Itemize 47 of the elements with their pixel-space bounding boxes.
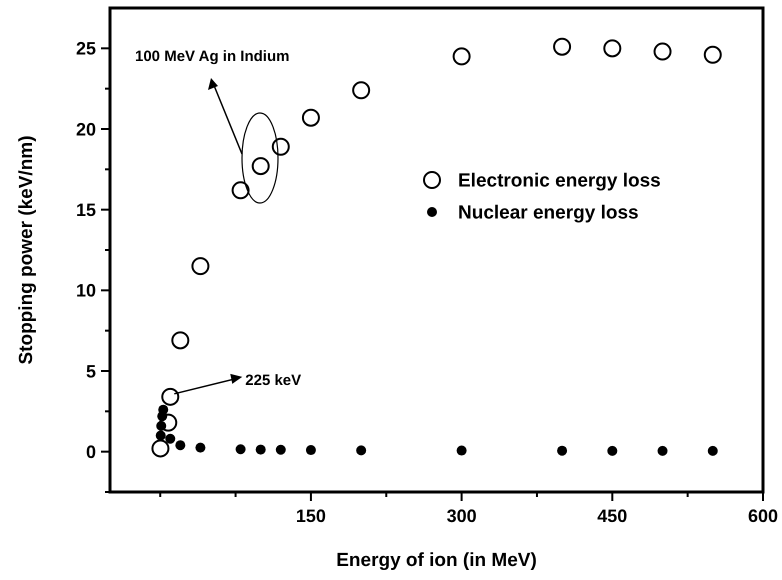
y-tick-label: 20 [76, 119, 96, 140]
x-tick-label: 450 [597, 506, 628, 526]
point [276, 444, 286, 455]
point [272, 138, 290, 156]
x-tick-label: 300 [446, 506, 477, 526]
point [252, 157, 270, 176]
point [156, 420, 166, 431]
point [553, 38, 572, 56]
annotation: 100 MeV Ag in Indium [135, 48, 290, 65]
point [302, 108, 320, 127]
point [456, 446, 467, 456]
y-tick-label: 5 [86, 361, 96, 382]
y-axis-title: Stopping power (keV/nm) [16, 135, 37, 365]
point [191, 257, 210, 276]
point [658, 446, 668, 456]
point [159, 414, 178, 432]
point [654, 42, 672, 61]
x-axis-title: Energy of ion (in MeV) [336, 550, 537, 571]
point [603, 39, 622, 58]
point [161, 388, 180, 406]
point [708, 446, 718, 456]
point [607, 446, 618, 456]
point [256, 444, 266, 455]
point [171, 331, 190, 350]
point [557, 446, 568, 456]
point [352, 81, 370, 100]
point [306, 445, 316, 456]
y-tick-label: 25 [76, 38, 96, 59]
legend-label: Nuclear energy loss [458, 202, 639, 224]
point [232, 181, 250, 200]
annotation: 225 keV [245, 372, 302, 389]
x-tick-label: 150 [296, 506, 326, 526]
y-tick-label: 0 [86, 442, 96, 462]
point [165, 434, 176, 444]
point [175, 440, 186, 450]
point [158, 404, 168, 415]
legend-label: Electronic energy loss [458, 170, 661, 192]
point [156, 430, 166, 441]
point [356, 445, 366, 456]
x-tick-label: 600 [748, 506, 778, 526]
y-tick-label: 10 [76, 280, 96, 301]
y-tick-label: 15 [76, 200, 96, 220]
point [704, 46, 722, 64]
point [236, 444, 246, 454]
point [452, 47, 471, 66]
point [151, 439, 170, 458]
point [195, 442, 206, 453]
